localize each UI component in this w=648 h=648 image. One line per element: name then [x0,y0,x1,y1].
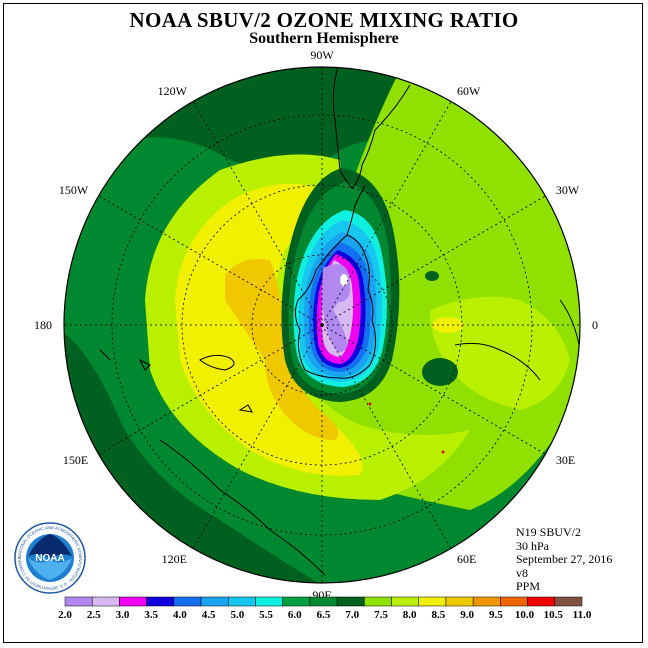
satellite-label: N19 SBUV/2 [516,525,582,539]
longitude-label: 150W [59,183,89,197]
ozone-field [64,67,580,583]
colorbar-tick-label: 7.0 [345,609,359,621]
colorbar-tick-label: 4.5 [202,609,216,621]
meridian-line [321,324,546,455]
longitude-label: 120W [158,84,188,98]
noaa-logo-text: NOAA [35,553,64,564]
map-boundary [63,66,581,584]
meridian-line [98,195,323,326]
colorbar-swatch [282,596,311,607]
longitude-label: 60E [457,552,476,566]
longitude-label: 30W [556,183,580,197]
meridian-line [321,195,546,326]
colorbar-swatch [391,596,419,607]
colorbar-tick-label: 5.5 [259,609,273,621]
colorbar-swatch [309,596,338,607]
color-scale-bar: 2.0 2.5 3.0 3.5 4.0 4.5 5.0 5.5 6.0 6.5 7.0 7.5 8.0 8… [58,596,592,621]
colorbar-tick-label: 8.5 [432,609,446,621]
colorbar-swatch [527,596,556,607]
colorbar-swatch [64,596,93,607]
colorbar-swatch [146,596,175,607]
colorbar-swatch [364,596,392,607]
colorbar-tick-label: 4.0 [173,609,187,621]
colorbar-tick-label: 6.5 [317,609,331,621]
graticule [64,67,580,583]
units-label: PPM [516,579,541,593]
pressure-level: 30 hPa [516,538,549,553]
colorbar-swatch [91,596,120,607]
longitude-label: 0 [592,318,598,332]
map-title: NOAA SBUV/2 OZONE MIXING RATIO [129,8,519,32]
info-block: N19 SBUV/2 30 hPa September 27, 2016 v8 … [516,525,613,594]
colorbar-tick-label: 7.5 [374,609,388,621]
colorbar-swatch [228,596,256,607]
map-subtitle: Southern Hemisphere [249,30,399,47]
meridian-line [192,324,323,549]
meridian-line [321,101,452,326]
meridian-line [192,101,323,326]
date-label: September 27, 2016 [516,552,613,566]
colorbar-tick-label: 5.0 [230,609,244,621]
figure-frame [3,3,643,643]
colorbar-tick-label: 10.5 [544,609,564,621]
noaa-logo: NOAA NATIONAL OCEANIC AND ATMOSPHERIC AD… [14,522,86,594]
colorbar-swatch [418,596,447,607]
meridian-line [321,324,452,549]
colorbar-tick-label: 10.0 [515,609,535,621]
colorbar-tick-label: 2.5 [87,609,101,621]
colorbar-tick-label: 9.5 [489,609,503,621]
longitude-label: 150E [63,453,88,467]
colorbar-swatch [336,596,365,607]
colorbar-tick-label: 8.0 [403,609,417,621]
longitude-label: 60W [457,84,481,98]
colorbar-tick-label: 3.5 [144,609,158,621]
longitude-label: 30E [556,453,575,467]
colorbar-swatch [119,596,147,607]
colorbar-swatch [200,596,229,607]
colorbar-swatch [255,596,283,607]
colorbar-swatch [500,596,528,607]
longitude-label: 180 [34,318,52,332]
colorbar-tick-label: 6.0 [288,609,302,621]
longitude-label: 120E [162,552,187,566]
colorbar-swatch [554,596,583,607]
version-label: v8 [516,565,528,580]
longitude-label: 90W [310,48,334,62]
colorbar-tick-label: 3.0 [116,609,130,621]
colorbar-tick-label: 9.0 [460,609,474,621]
colorbar-tick-label: 11.0 [573,609,592,621]
meridian-line [98,324,323,455]
colorbar-swatch [472,596,501,607]
colorbar-tick-label: 2.0 [58,609,72,621]
colorbar-swatch [173,596,202,607]
colorbar-swatch [445,596,474,607]
